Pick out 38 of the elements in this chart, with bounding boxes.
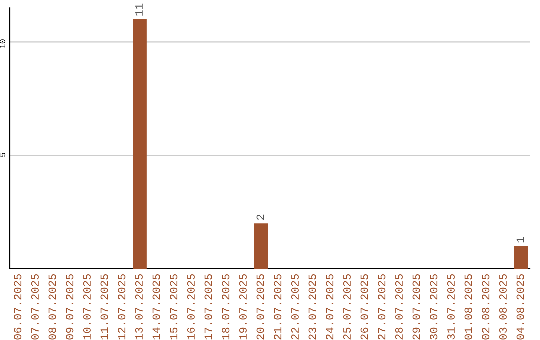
bar [254, 224, 268, 269]
bar [133, 20, 147, 269]
x-tick-label: 23.07.2025 [308, 274, 316, 340]
x-tick-label: 16.07.2025 [187, 274, 195, 340]
x-tick-label: 24.07.2025 [326, 274, 334, 340]
x-tick-label: 06.07.2025 [14, 274, 22, 340]
x-tick-label: 10.07.2025 [83, 274, 91, 340]
x-tick-label: 02.08.2025 [482, 274, 490, 340]
x-tick-label: 20.07.2025 [256, 274, 264, 340]
x-tick-label: 03.08.2025 [499, 274, 507, 340]
x-tick-label: 21.07.2025 [274, 274, 282, 340]
x-tick-label: 13.07.2025 [135, 274, 143, 340]
x-tick-label: 08.07.2025 [48, 274, 56, 340]
x-tick-label: 14.07.2025 [152, 274, 160, 340]
data-label: 2 [256, 214, 264, 220]
x-tick-label: 30.07.2025 [430, 274, 438, 340]
x-tick-label: 27.07.2025 [378, 274, 386, 340]
x-tick-label: 01.08.2025 [464, 274, 472, 340]
x-tick-label: 22.07.2025 [291, 274, 299, 340]
x-tick-label: 19.07.2025 [239, 274, 247, 340]
y-tick-label: 10 [0, 40, 6, 49]
x-tick-label: 11.07.2025 [100, 274, 108, 340]
x-tick-label: 29.07.2025 [412, 274, 420, 340]
x-tick-label: 28.07.2025 [395, 274, 403, 340]
x-tick-label: 26.07.2025 [360, 274, 368, 340]
x-tick-label: 12.07.2025 [118, 274, 126, 340]
data-label: 1 [516, 237, 524, 243]
y-tick-label: 5 [0, 153, 6, 158]
x-tick-label: 17.07.2025 [204, 274, 212, 340]
x-tick-label: 25.07.2025 [343, 274, 351, 340]
bar [514, 246, 528, 269]
x-tick-label: 31.07.2025 [447, 274, 455, 340]
data-label: 11 [136, 4, 143, 16]
x-tick-label: 15.07.2025 [170, 274, 178, 340]
x-tick-label: 04.08.2025 [516, 274, 524, 340]
x-tick-label: 09.07.2025 [66, 274, 74, 340]
x-tick-label: 18.07.2025 [222, 274, 230, 340]
x-tick-label: 07.07.2025 [31, 274, 39, 340]
